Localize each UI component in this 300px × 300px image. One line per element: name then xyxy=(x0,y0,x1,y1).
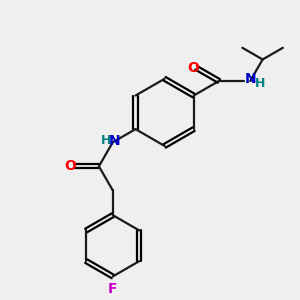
Text: F: F xyxy=(108,282,118,296)
Text: N: N xyxy=(108,134,120,148)
Text: O: O xyxy=(64,159,76,173)
Text: H: H xyxy=(255,77,265,90)
Text: N: N xyxy=(245,72,256,86)
Text: O: O xyxy=(187,61,199,75)
Text: H: H xyxy=(101,134,111,147)
